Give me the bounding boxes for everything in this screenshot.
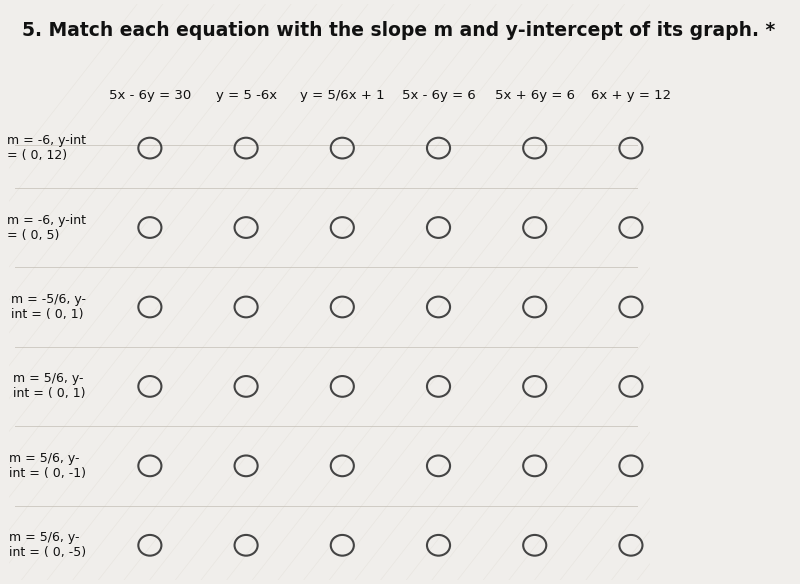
Text: m = 5/6, y-
int = ( 0, -5): m = 5/6, y- int = ( 0, -5) xyxy=(9,531,86,559)
Text: y = 5 -6x: y = 5 -6x xyxy=(215,89,277,102)
Text: m = -6, y-int
= ( 0, 12): m = -6, y-int = ( 0, 12) xyxy=(6,134,86,162)
Text: 5x - 6y = 30: 5x - 6y = 30 xyxy=(109,89,191,102)
Text: 5x - 6y = 6: 5x - 6y = 6 xyxy=(402,89,475,102)
Text: m = 5/6, y-
int = ( 0, -1): m = 5/6, y- int = ( 0, -1) xyxy=(9,452,86,480)
Text: 5x + 6y = 6: 5x + 6y = 6 xyxy=(494,89,574,102)
Text: m = -6, y-int
= ( 0, 5): m = -6, y-int = ( 0, 5) xyxy=(6,214,86,242)
Text: 6x + y = 12: 6x + y = 12 xyxy=(591,89,671,102)
Text: m = -5/6, y-
int = ( 0, 1): m = -5/6, y- int = ( 0, 1) xyxy=(10,293,86,321)
Text: y = 5/6x + 1: y = 5/6x + 1 xyxy=(300,89,385,102)
Text: m = 5/6, y-
int = ( 0, 1): m = 5/6, y- int = ( 0, 1) xyxy=(14,373,86,401)
Text: 5. Match each equation with the slope m and y-intercept of its graph. *: 5. Match each equation with the slope m … xyxy=(22,22,775,40)
